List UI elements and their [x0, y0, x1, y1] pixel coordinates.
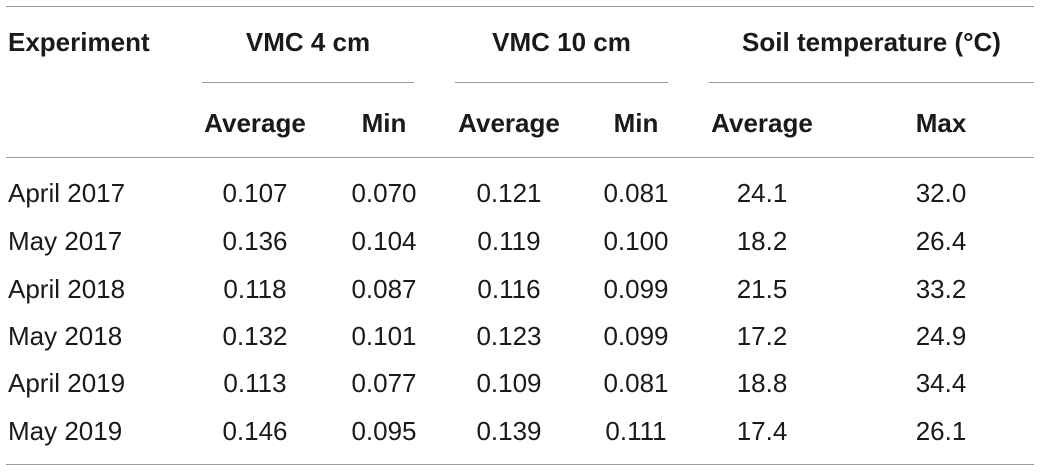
subheader-temp-average: Average	[711, 108, 813, 138]
cell-temp-max: 34.4	[915, 368, 967, 398]
cell-vmc10-min: 0.111	[605, 416, 667, 446]
cell-vmc10-average: 0.109	[476, 368, 542, 398]
cell-vmc10-average: 0.119	[477, 226, 541, 256]
cell-vmc4-min: 0.101	[351, 321, 417, 351]
header-group-vmc-4cm: VMC 4 cm	[245, 27, 371, 57]
cell-vmc10-min: 0.100	[603, 226, 669, 256]
cell-vmc10-min: 0.099	[603, 321, 669, 351]
group-rule-vmc-10cm	[455, 82, 668, 83]
cell-vmc10-min: 0.081	[603, 368, 669, 398]
cell-vmc10-average: 0.121	[476, 178, 542, 208]
cell-temp-average: 21.5	[736, 274, 788, 304]
table-top-rule	[6, 6, 1034, 7]
cell-temp-average: 17.2	[736, 321, 788, 351]
subheader-vmc10-average: Average	[458, 108, 560, 138]
cell-temp-average: 18.8	[736, 368, 788, 398]
cell-temp-max: 24.9	[915, 321, 967, 351]
cell-vmc10-average: 0.139	[476, 416, 542, 446]
subheader-vmc10-min: Min	[613, 108, 659, 138]
cell-vmc4-average: 0.136	[222, 226, 288, 256]
group-rule-vmc-4cm	[202, 82, 414, 83]
cell-temp-max: 33.2	[915, 274, 967, 304]
header-group-vmc-10cm: VMC 10 cm	[492, 27, 631, 57]
header-bottom-rule	[6, 157, 1034, 158]
cell-vmc4-average: 0.113	[223, 368, 287, 398]
cell-temp-average: 18.2	[736, 226, 788, 256]
cell-vmc4-average: 0.118	[223, 274, 287, 304]
cell-vmc4-min: 0.077	[351, 368, 417, 398]
cell-temp-max: 26.1	[915, 416, 967, 446]
cell-vmc4-average: 0.107	[222, 178, 288, 208]
cell-vmc10-average: 0.123	[476, 321, 542, 351]
cell-temp-average: 24.1	[736, 178, 788, 208]
row-experiment: May 2019	[8, 416, 123, 446]
subheader-vmc4-average: Average	[204, 108, 306, 138]
subheader-vmc4-min: Min	[361, 108, 407, 138]
header-experiment: Experiment	[8, 27, 150, 57]
table-bottom-rule	[6, 464, 1034, 465]
group-rule-soil-temperature	[709, 82, 1034, 83]
row-experiment: April 2018	[8, 274, 126, 304]
cell-vmc10-min: 0.081	[603, 178, 669, 208]
cell-vmc4-average: 0.146	[222, 416, 288, 446]
cell-temp-average: 17.4	[736, 416, 788, 446]
cell-vmc4-min: 0.095	[351, 416, 417, 446]
subheader-temp-max: Max	[915, 108, 967, 138]
cell-temp-max: 32.0	[915, 178, 967, 208]
cell-vmc10-average: 0.116	[477, 274, 541, 304]
cell-vmc4-min: 0.104	[351, 226, 417, 256]
row-experiment: May 2017	[8, 226, 123, 256]
cell-vmc4-min: 0.070	[351, 178, 417, 208]
header-group-soil-temperature: Soil temperature (°C)	[742, 27, 1001, 57]
cell-vmc4-average: 0.132	[222, 321, 288, 351]
row-experiment: May 2018	[8, 321, 123, 351]
cell-vmc10-min: 0.099	[603, 274, 669, 304]
cell-vmc4-min: 0.087	[351, 274, 417, 304]
cell-temp-max: 26.4	[915, 226, 967, 256]
row-experiment: April 2017	[8, 178, 126, 208]
row-experiment: April 2019	[8, 368, 126, 398]
